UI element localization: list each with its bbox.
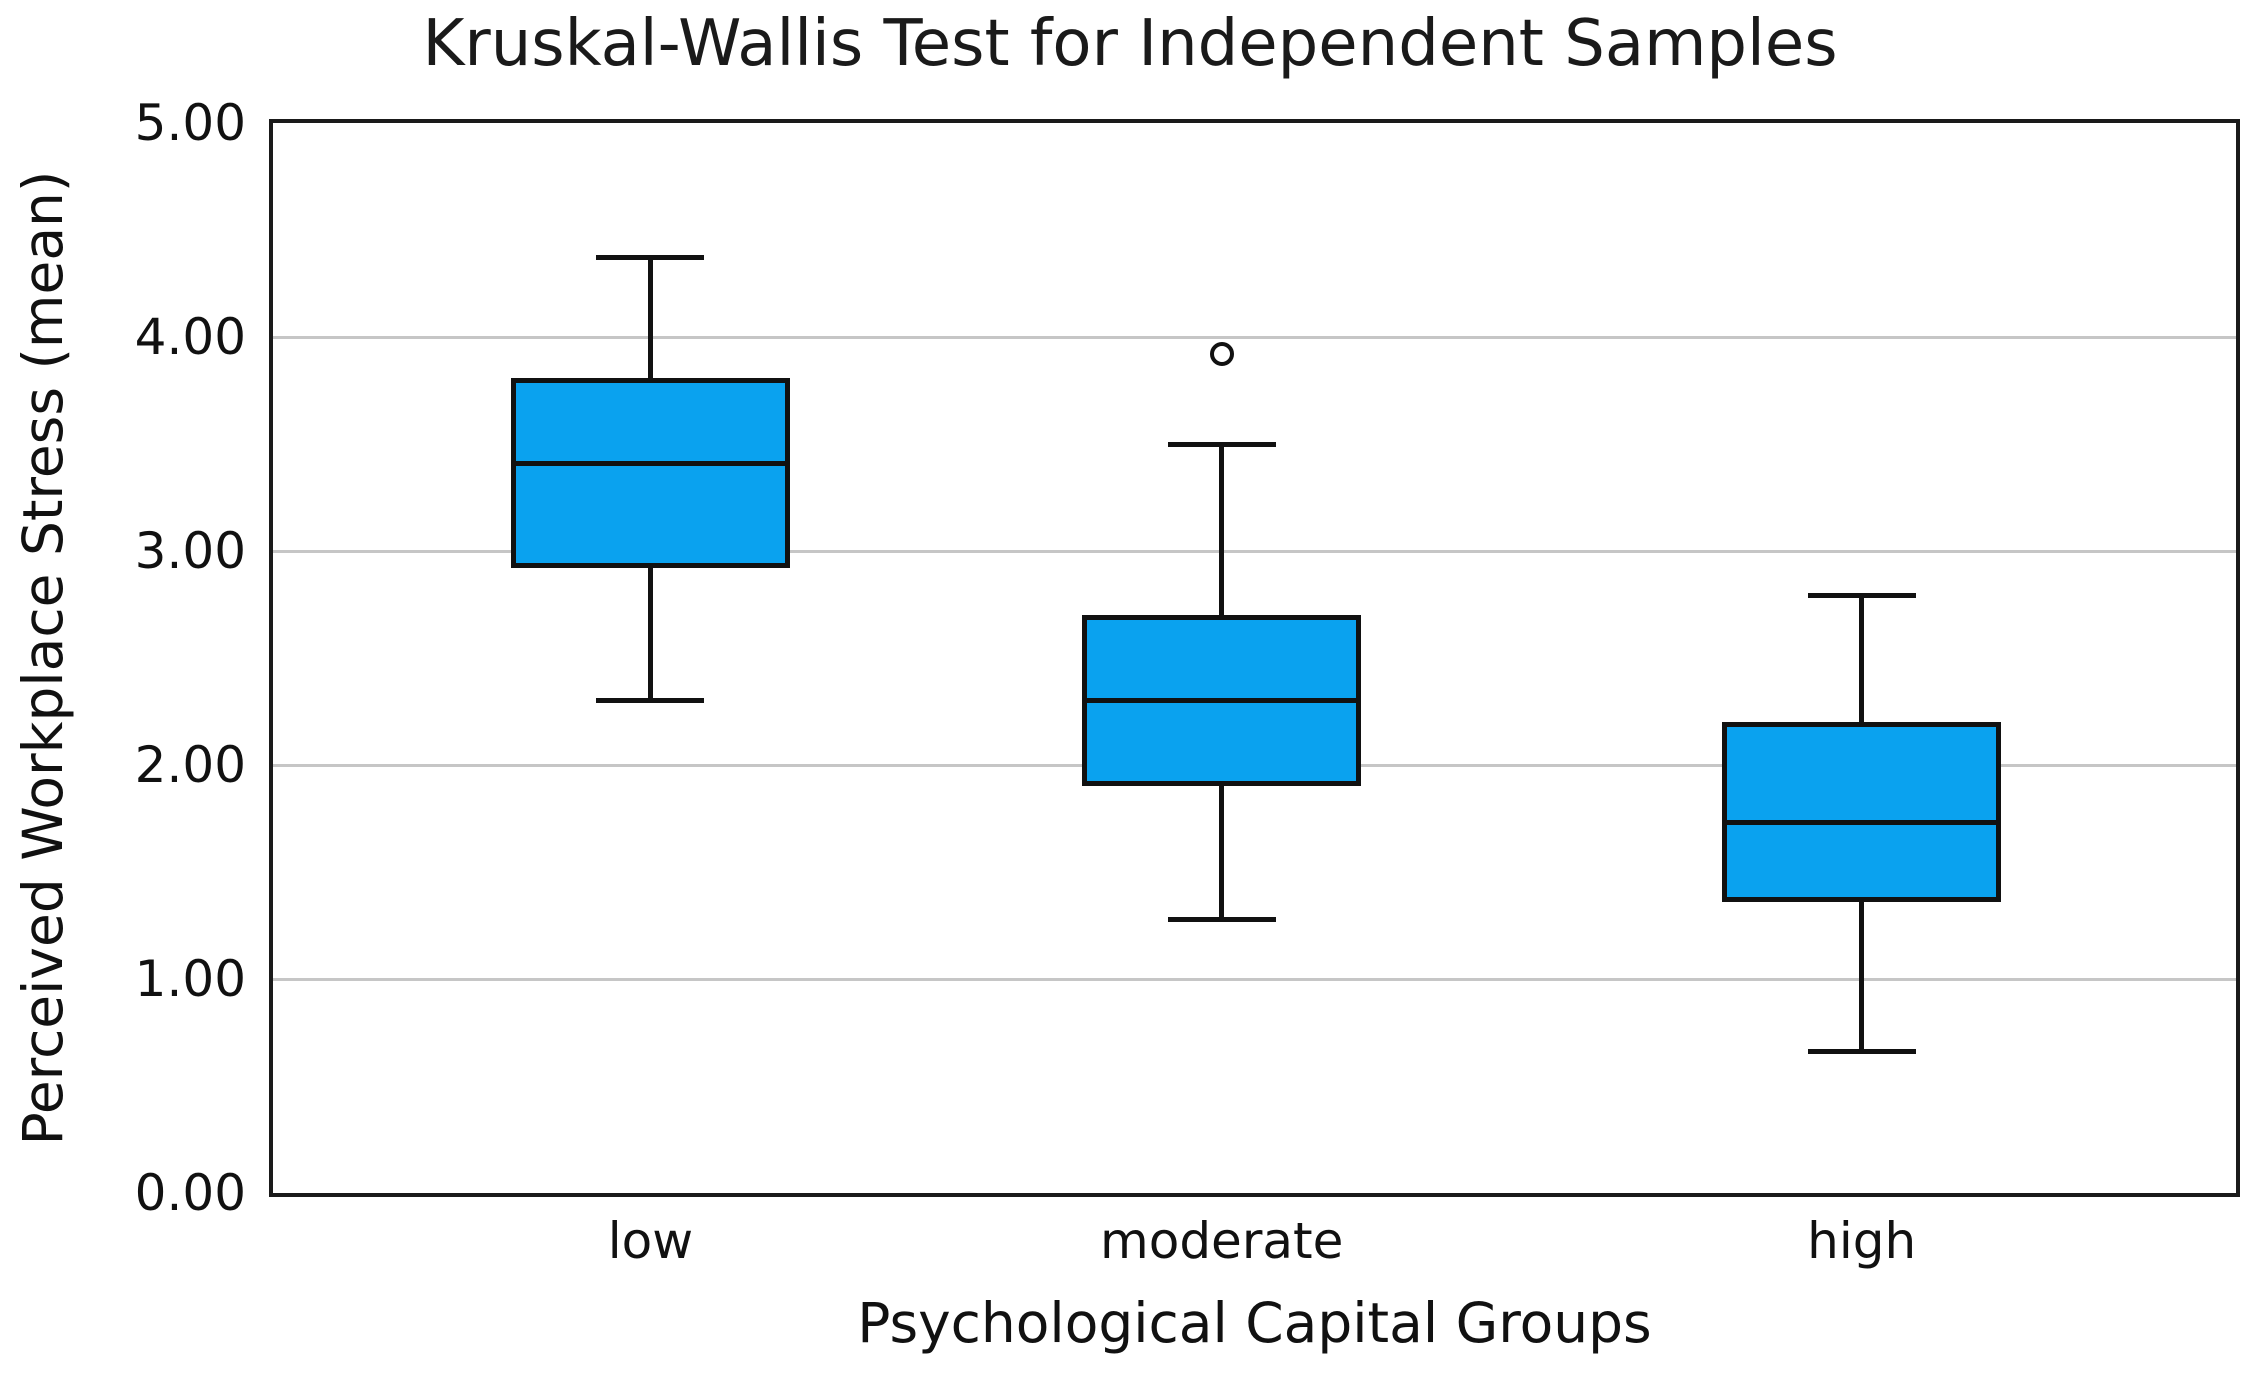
y-gridline xyxy=(273,549,2236,553)
whisker-cap-top xyxy=(1807,593,1916,599)
x-tick-label-high: high xyxy=(1807,1212,1917,1270)
y-tick-label: 0.00 xyxy=(134,1164,246,1222)
y-tick-label: 2.00 xyxy=(134,736,246,794)
whisker-cap-bottom xyxy=(1167,916,1276,922)
box-low xyxy=(510,377,790,569)
box-high xyxy=(1722,722,2002,902)
y-tick-label: 4.00 xyxy=(134,308,246,366)
median-line xyxy=(1722,820,2002,826)
plot-area xyxy=(269,119,2240,1197)
x-tick-label-moderate: moderate xyxy=(1100,1212,1344,1270)
y-tick-label: 3.00 xyxy=(134,522,246,580)
median-line xyxy=(1082,698,1362,704)
median-line xyxy=(510,460,790,466)
y-gridline xyxy=(273,335,2236,339)
x-tick-label-low: low xyxy=(607,1212,694,1270)
chart-title: Kruskal-Wallis Test for Independent Samp… xyxy=(422,7,1838,81)
y-tick-label: 1.00 xyxy=(134,950,246,1008)
whisker-cap-bottom xyxy=(1807,1049,1916,1055)
whisker-cap-top xyxy=(596,255,705,261)
whisker-cap-top xyxy=(1167,441,1276,447)
y-gridline xyxy=(273,977,2236,981)
whisker-cap-bottom xyxy=(596,698,705,704)
outlier-marker xyxy=(1209,342,1234,367)
x-axis-label: Psychological Capital Groups xyxy=(857,1291,1652,1355)
y-axis-label: Perceived Workplace Stress (mean) xyxy=(11,170,75,1146)
y-tick-label: 5.00 xyxy=(134,94,246,152)
